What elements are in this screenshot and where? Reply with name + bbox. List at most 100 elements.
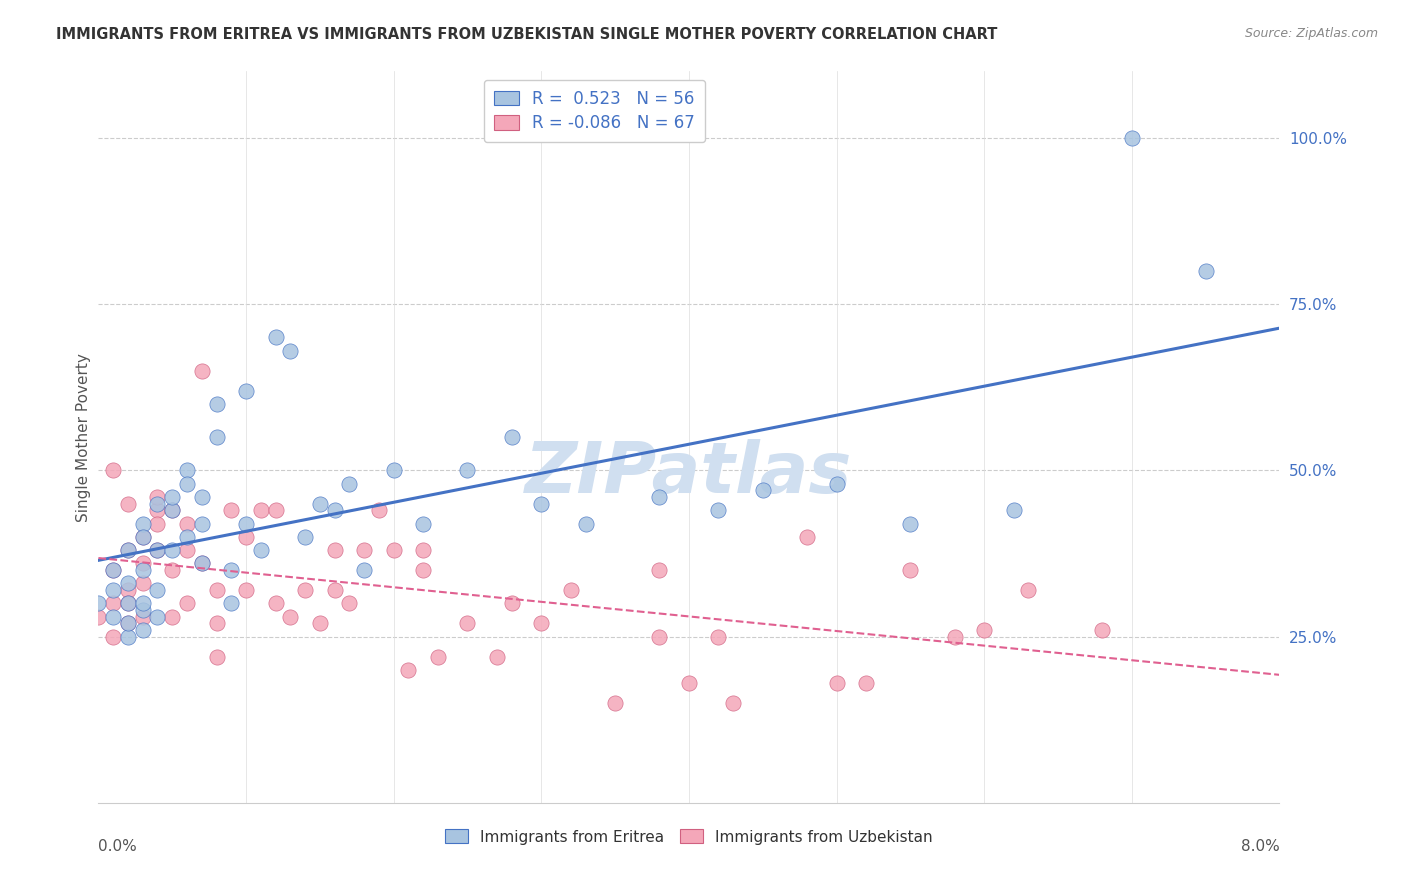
Point [176,516,198,531]
Point [117,497,139,511]
Y-axis label: Single Mother Poverty: Single Mother Poverty [76,352,91,522]
Point [412,563,434,577]
Point [973,623,995,637]
Point [117,630,139,644]
Point [176,530,198,544]
Point [574,516,596,531]
Point [678,676,700,690]
Point [132,563,155,577]
Legend: Immigrants from Eritrea, Immigrants from Uzbekistan: Immigrants from Eritrea, Immigrants from… [436,821,942,854]
Point [278,343,302,358]
Point [308,497,332,511]
Point [353,563,375,577]
Point [205,582,228,597]
Point [146,609,169,624]
Point [146,503,169,517]
Point [382,463,405,477]
Point [456,463,478,477]
Point [117,596,139,610]
Point [103,463,125,477]
Point [648,563,671,577]
Point [337,476,360,491]
Text: 0.0%: 0.0% [98,839,138,855]
Point [235,384,257,398]
Point [176,463,198,477]
Point [219,503,242,517]
Point [117,576,139,591]
Point [412,543,434,558]
Point [323,582,346,597]
Point [294,582,316,597]
Text: Source: ZipAtlas.com: Source: ZipAtlas.com [1244,27,1378,40]
Point [162,503,183,517]
Point [382,543,405,558]
Point [605,696,627,710]
Point [530,497,553,511]
Point [294,530,316,544]
Point [162,503,183,517]
Point [900,516,922,531]
Text: IMMIGRANTS FROM ERITREA VS IMMIGRANTS FROM UZBEKISTAN SINGLE MOTHER POVERTY CORR: IMMIGRANTS FROM ERITREA VS IMMIGRANTS FR… [56,27,998,42]
Point [278,609,302,624]
Point [176,476,198,491]
Point [353,543,375,558]
Point [117,543,139,558]
Point [264,503,287,517]
Point [235,516,257,531]
Point [721,696,744,710]
Point [103,582,125,597]
Point [191,363,214,377]
Point [323,503,346,517]
Point [337,596,360,610]
Point [250,543,273,558]
Point [117,616,139,631]
Point [117,543,139,558]
Point [825,676,848,690]
Point [485,649,508,664]
Point [751,483,773,498]
Point [146,582,169,597]
Point [825,476,848,491]
Point [103,630,125,644]
Point [146,516,169,531]
Point [205,649,228,664]
Point [103,596,125,610]
Point [103,563,125,577]
Point [219,596,242,610]
Point [560,582,582,597]
Point [146,543,169,558]
Point [250,503,273,517]
Point [264,596,287,610]
Point [1121,131,1143,145]
Point [191,557,214,571]
Point [1002,503,1025,517]
Point [707,503,730,517]
Point [707,630,730,644]
Point [162,490,183,504]
Point [191,516,214,531]
Point [264,330,287,344]
Point [117,582,139,597]
Point [855,676,877,690]
Point [146,490,169,504]
Point [456,616,478,631]
Point [900,563,922,577]
Point [162,563,183,577]
Point [191,490,214,504]
Point [176,543,198,558]
Point [219,563,242,577]
Point [323,543,346,558]
Point [132,596,155,610]
Point [308,616,332,631]
Point [501,430,523,444]
Point [132,530,155,544]
Point [796,530,818,544]
Point [530,616,553,631]
Point [205,397,228,411]
Point [426,649,449,664]
Point [117,596,139,610]
Text: 8.0%: 8.0% [1240,839,1279,855]
Point [132,557,155,571]
Point [162,543,183,558]
Point [191,557,214,571]
